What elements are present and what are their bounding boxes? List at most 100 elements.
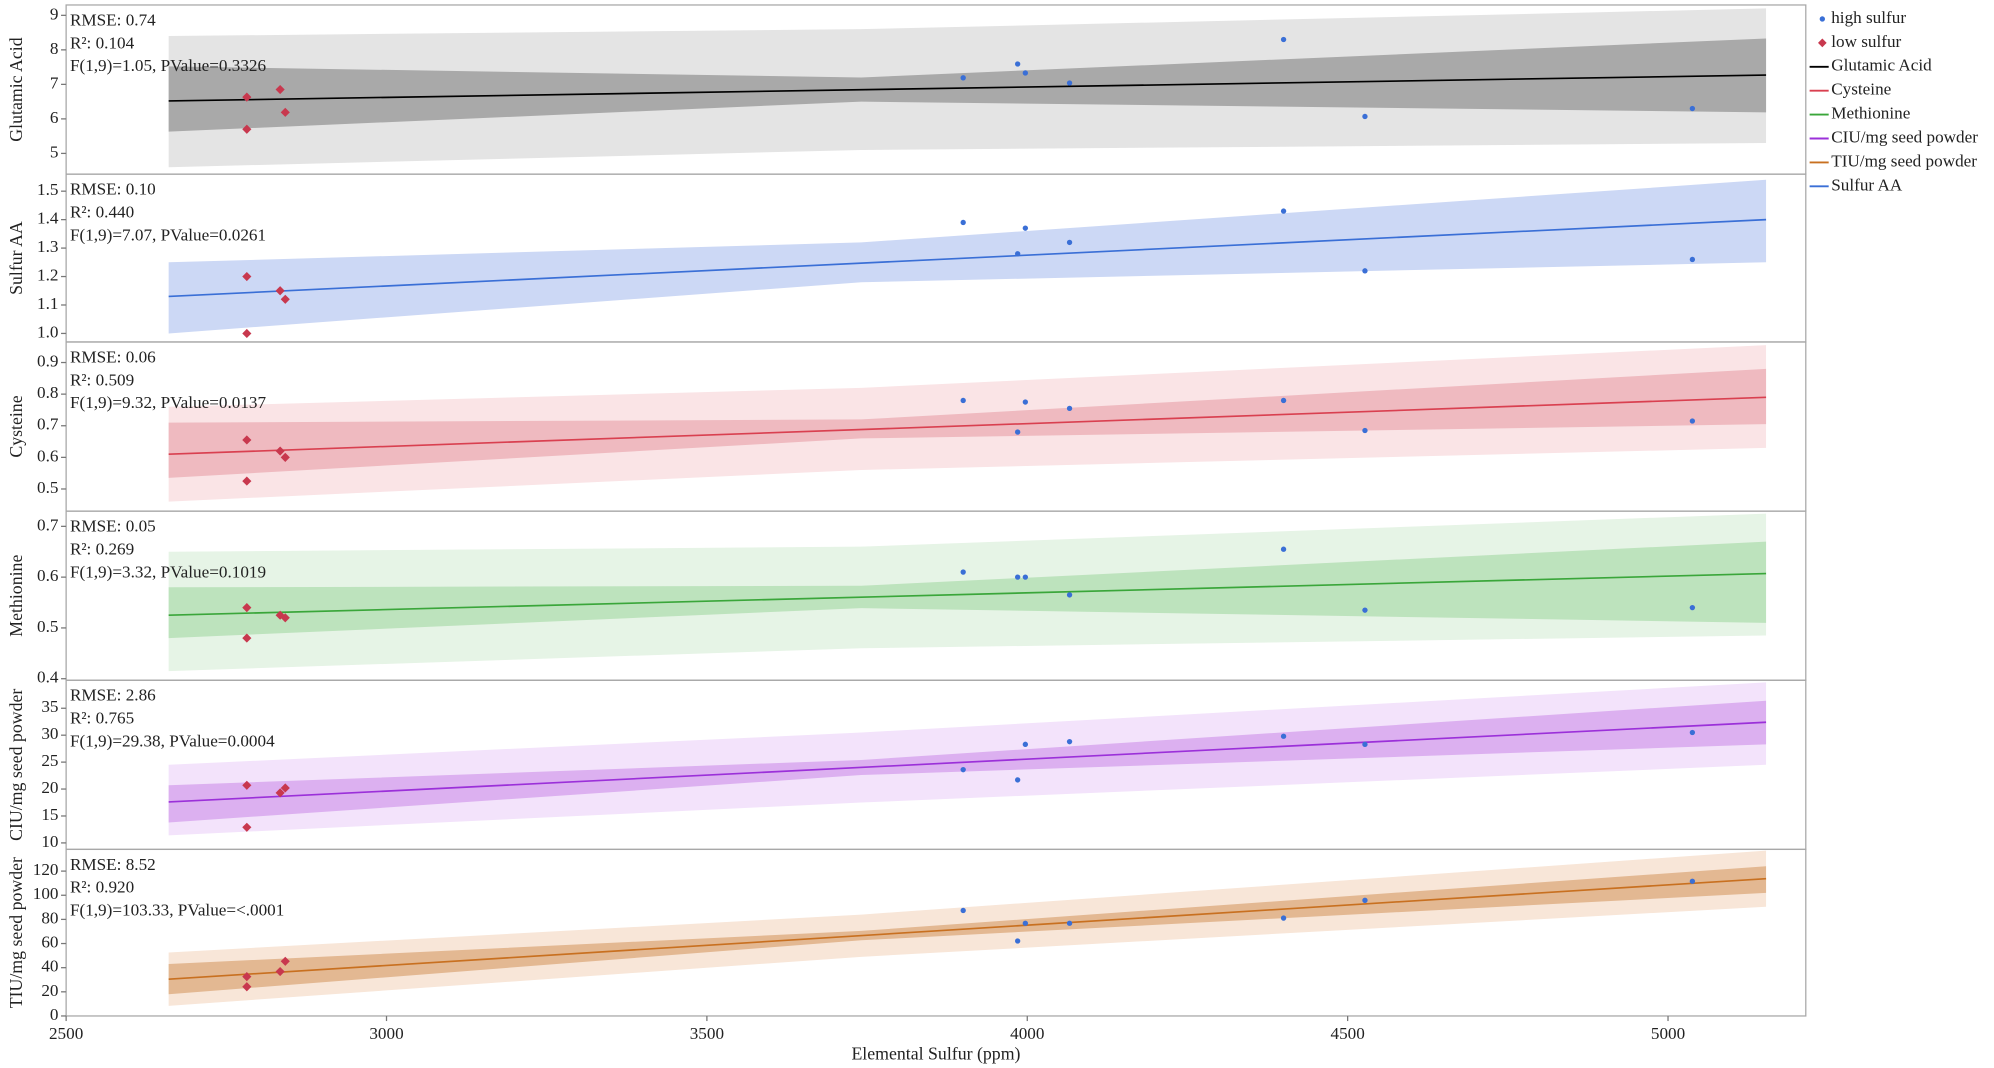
y-tick-label: 0.6 (37, 566, 59, 585)
y-tick-label: 1.2 (37, 265, 58, 284)
low-sulfur-point (242, 328, 252, 339)
low-sulfur-point (280, 613, 290, 623)
low-sulfur-point (242, 124, 252, 134)
y-tick-label: 1.0 (37, 322, 58, 341)
high-sulfur-point (960, 75, 966, 81)
high-sulfur-point (1362, 268, 1368, 274)
stat-annotation: F(1,9)=9.32, PValue=0.0137 (70, 393, 267, 412)
high-sulfur-point (1362, 607, 1368, 613)
low-sulfur-point (280, 294, 290, 304)
panel: 5 6 7 8 9 Glutamic Acid RMSE: 0.74 R²: 0.104 F(1… (6, 4, 1807, 175)
high-sulfur-point (1014, 61, 1021, 67)
x-tick-label: 3500 (690, 1024, 724, 1043)
y-tick-label: 20 (41, 981, 58, 1000)
low-sulfur-point (275, 446, 285, 456)
ci-band (168, 866, 1767, 995)
y-tick-label: 1.3 (37, 237, 58, 256)
plot-area (168, 513, 1767, 672)
high-sulfur-point (1066, 592, 1073, 598)
y-tick-label: 25 (41, 751, 58, 770)
high-sulfur-point (1022, 399, 1029, 405)
y-tick-label: 60 (41, 932, 58, 951)
high-sulfur-point (960, 397, 966, 404)
y-tick-label: 0.9 (37, 351, 58, 370)
high-sulfur-point (1280, 36, 1287, 43)
high-sulfur-point (1280, 733, 1287, 739)
plot-area (168, 8, 1767, 168)
high-sulfur-point (1362, 113, 1368, 120)
high-sulfur-point (1362, 427, 1368, 434)
high-sulfur-point (1689, 729, 1696, 736)
y-tick-label: 0.7 (37, 515, 59, 534)
y-axis-label: Sulfur AA (6, 221, 26, 295)
y-axis-label: Cysteine (6, 395, 26, 457)
low-sulfur-point (242, 633, 252, 643)
stat-annotation: RMSE: 0.05 (70, 517, 156, 536)
high-sulfur-point (1022, 225, 1029, 231)
legend-label: TIU/mg seed powder (1831, 151, 1977, 170)
high-sulfur-point (960, 219, 966, 226)
fit-line (168, 572, 1767, 617)
low-sulfur-point (242, 271, 252, 282)
high-sulfur-point (1362, 741, 1368, 748)
legend-label: low sulfur (1831, 32, 1901, 51)
low-sulfur-point (242, 982, 252, 992)
ci-band (168, 179, 1767, 334)
high-sulfur-point (1014, 777, 1021, 783)
stat-annotation: R²: 0.440 (70, 202, 134, 221)
y-axis-label: Glutamic Acid (6, 37, 26, 141)
low-sulfur-point (242, 972, 252, 982)
stat-annotation: RMSE: 2.86 (70, 686, 156, 705)
low-sulfur-point (280, 956, 290, 966)
panel: 1.0 1.1 1.2 1.3 1.4 1.5 Sulfur AA RMSE: 0.10 R²:… (6, 173, 1807, 343)
panel-frame (65, 848, 1807, 1017)
high-sulfur-point (1689, 878, 1696, 884)
high-sulfur-point (1280, 546, 1287, 552)
ci-band (168, 38, 1767, 132)
x-tick-label: 4000 (1010, 1024, 1044, 1043)
legend-label: high sulfur (1831, 8, 1906, 27)
x-tick-label: 4500 (1330, 1024, 1364, 1043)
high-sulfur-point (1066, 738, 1073, 745)
plot-area (168, 850, 1767, 1006)
stat-annotation: R²: 0.269 (70, 539, 134, 558)
y-axis-label: CIU/mg seed powder (6, 689, 26, 841)
y-tick-label: 0.5 (37, 478, 58, 497)
low-sulfur-point (280, 107, 290, 117)
x-tick-label: 3000 (369, 1024, 403, 1043)
y-tick-label: 80 (41, 908, 58, 927)
low-sulfur-point (275, 286, 285, 296)
stat-annotation: RMSE: 0.10 (70, 180, 156, 199)
low-sulfur-point (275, 966, 285, 977)
high-sulfur-point (1689, 418, 1696, 424)
y-tick-label: 35 (41, 697, 58, 716)
y-tick-label: 1.1 (37, 294, 58, 313)
y-tick-label: 40 (41, 957, 58, 976)
legend-marker (1819, 16, 1825, 22)
x-tick-label: 5000 (1651, 1024, 1685, 1043)
low-sulfur-point (242, 92, 252, 102)
x-tick-label: 2500 (49, 1024, 83, 1043)
stat-annotation: R²: 0.765 (70, 709, 134, 728)
y-tick-label: 0.6 (37, 446, 59, 465)
high-sulfur-point (1362, 897, 1368, 903)
y-tick-label: 0.4 (37, 668, 59, 687)
y-tick-label: 20 (41, 778, 58, 797)
high-sulfur-point (1022, 920, 1029, 926)
low-sulfur-point (280, 452, 290, 462)
y-tick-label: 0.8 (37, 383, 58, 402)
legend: high sulfur low sulfur Glutamic Acid Cystei… (1809, 8, 1978, 194)
legend-label: Glutamic Acid (1831, 56, 1932, 75)
y-tick-label: 7 (50, 73, 59, 92)
high-sulfur-point (1014, 938, 1021, 944)
high-sulfur-point (1066, 239, 1073, 246)
fit-line (168, 74, 1767, 102)
ci-band (168, 368, 1767, 478)
legend-label: Cysteine (1831, 80, 1891, 99)
x-axis-label: Elemental Sulfur (ppm) (851, 1043, 1020, 1064)
panel: 0 20 40 60 80 100 120 TIU/mg seed powder RMSE: 8… (6, 848, 1807, 1064)
high-sulfur-point (960, 569, 966, 575)
high-sulfur-point (1689, 256, 1696, 263)
